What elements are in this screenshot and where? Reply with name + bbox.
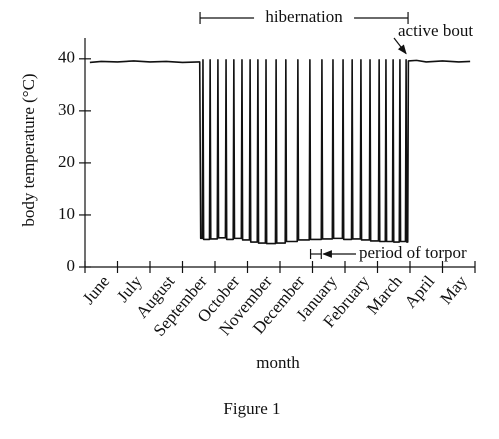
annotation: period of torpor — [359, 243, 467, 262]
arrow — [393, 37, 407, 55]
y-axis-label: body temperature (°C) — [19, 73, 38, 226]
y-tick-label: 10 — [58, 204, 75, 223]
x-tick-label: April — [401, 272, 439, 312]
x-tick-label: March — [363, 271, 406, 318]
annotation: hibernation — [265, 7, 343, 26]
y-tick-label: 40 — [58, 48, 75, 67]
y-tick-label: 20 — [58, 152, 75, 171]
y-tick-label: 30 — [58, 100, 75, 119]
temperature-line — [89, 59, 471, 245]
y-tick-label: 0 — [67, 256, 76, 275]
annotation: active bout — [398, 21, 473, 40]
x-tick-label: May — [436, 271, 471, 307]
label-bg — [254, 8, 355, 28]
x-axis-label: month — [256, 353, 300, 372]
caption: Figure 1 — [223, 399, 280, 418]
x-tick-label: June — [79, 272, 114, 308]
